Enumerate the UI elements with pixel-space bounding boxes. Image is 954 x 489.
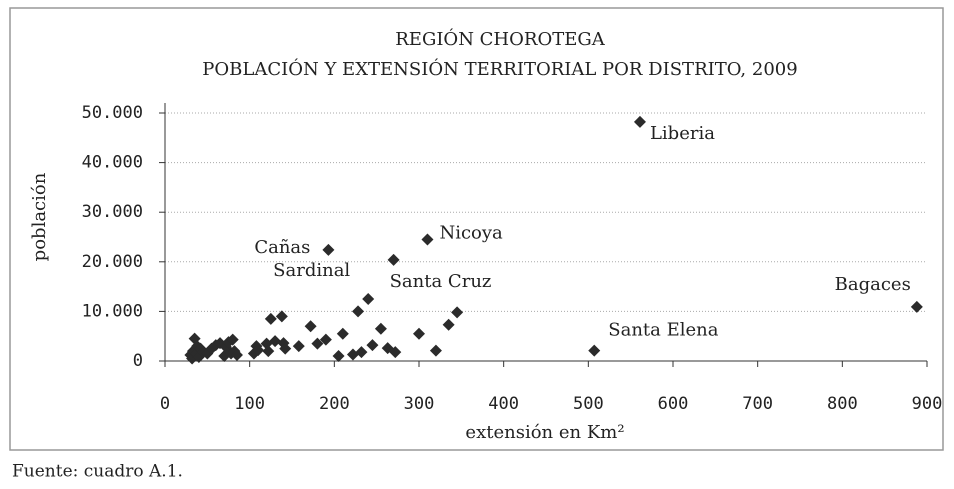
x-tick-label: 300	[404, 394, 435, 414]
x-axis-label: extensión en Km²	[465, 422, 624, 443]
data-point	[352, 305, 365, 318]
data-point	[264, 312, 277, 325]
data-point	[332, 350, 345, 363]
x-tick-label: 800	[827, 394, 858, 414]
data-point	[336, 327, 349, 340]
point-label: Santa Cruz	[390, 271, 492, 292]
data-point	[226, 333, 239, 346]
y-tick-label: 40.000	[82, 153, 143, 173]
data-point	[421, 233, 434, 246]
data-point	[252, 344, 265, 357]
data-point	[362, 293, 375, 305]
data-point	[311, 337, 324, 350]
data-point	[304, 320, 317, 333]
x-tick-label: 500	[573, 394, 604, 414]
chart-subtitle: POBLACIÓN Y EXTENSIÓN TERRITORIAL POR DI…	[202, 57, 797, 80]
data-point	[279, 342, 292, 355]
point-label: Bagaces	[835, 274, 911, 295]
y-tick-label: 20.000	[82, 252, 143, 272]
point-label: Sardinal	[273, 260, 350, 281]
y-tick-label: 0	[133, 351, 143, 371]
data-point	[269, 335, 282, 348]
x-tick-label: 400	[488, 394, 519, 414]
point-label: Liberia	[650, 123, 715, 144]
x-tick-label: 100	[234, 394, 265, 414]
point-label: Nicoya	[439, 222, 503, 243]
data-point	[366, 339, 379, 352]
x-tick-label: 0	[160, 394, 170, 414]
point-label: Cañas	[254, 237, 310, 258]
data-point	[319, 333, 332, 346]
x-tick-label: 600	[658, 394, 689, 414]
data-point	[633, 115, 646, 128]
chart-title: REGIÓN CHOROTEGA	[395, 27, 605, 50]
y-tick-label: 10.000	[82, 301, 143, 321]
data-point	[387, 253, 400, 266]
x-tick-label: 900	[912, 394, 943, 414]
data-point	[262, 345, 275, 358]
data-point	[389, 346, 402, 359]
x-tick-label: 200	[319, 394, 350, 414]
y-tick-label: 30.000	[82, 202, 143, 222]
point-label: Santa Elena	[608, 320, 718, 341]
data-point	[451, 306, 464, 319]
data-point	[413, 327, 425, 340]
data-point	[292, 340, 305, 353]
source-note: Fuente: cuadro A.1.	[12, 462, 183, 482]
data-point	[355, 346, 368, 359]
frame	[9, 7, 944, 451]
y-axis-label: población	[29, 172, 50, 261]
y-tick-label: 50.000	[82, 103, 143, 123]
data-point	[230, 349, 243, 362]
data-point	[588, 344, 601, 357]
data-point	[374, 322, 387, 335]
data-point	[429, 344, 442, 357]
data-point	[322, 243, 335, 256]
x-tick-label: 700	[742, 394, 773, 414]
data-point	[910, 300, 923, 313]
data-point	[275, 310, 288, 323]
data-point	[442, 318, 455, 331]
